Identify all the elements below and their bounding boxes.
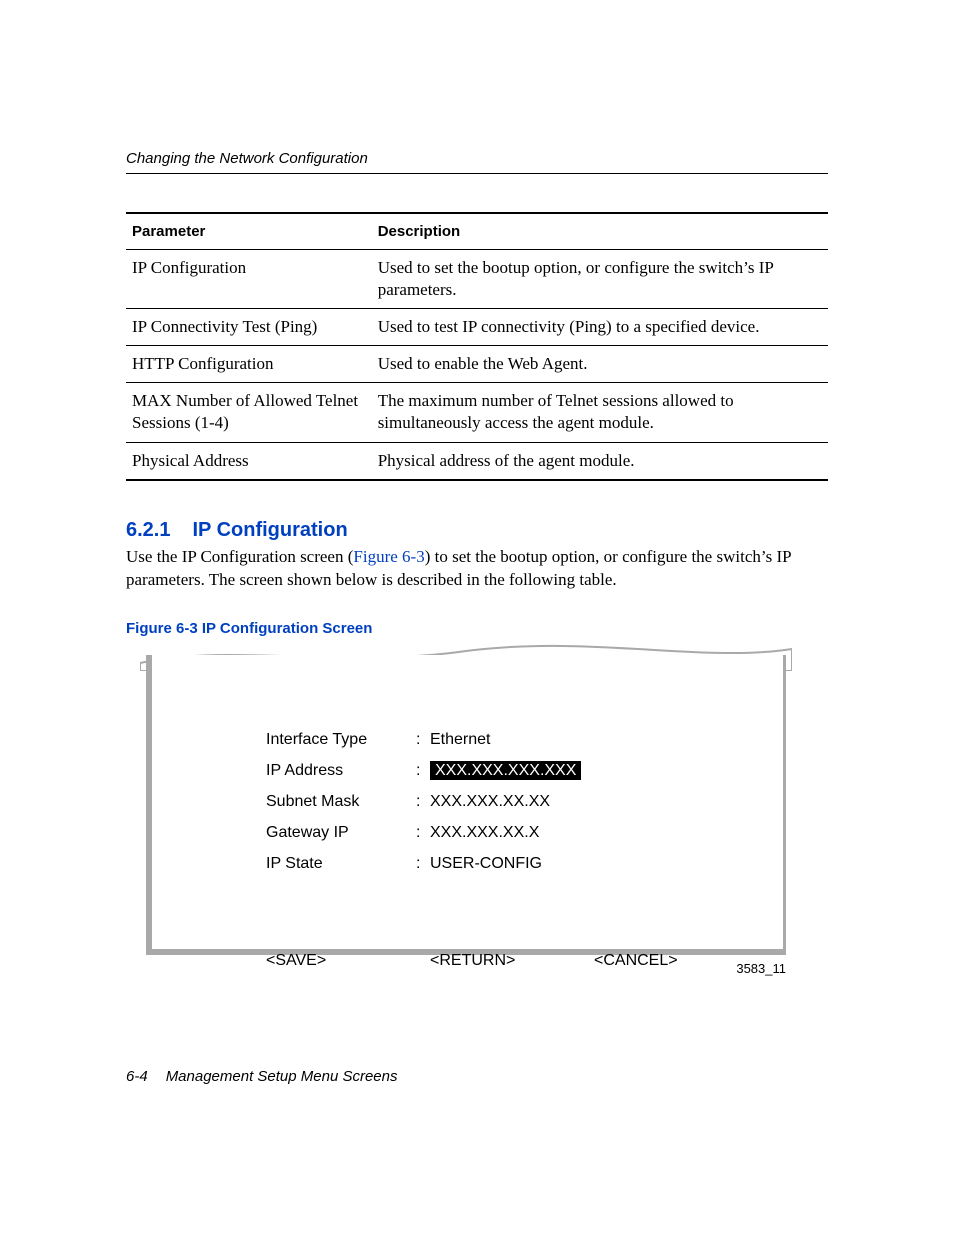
- save-button[interactable]: <SAVE>: [266, 952, 430, 970]
- config-label: Gateway IP: [266, 824, 416, 842]
- terminal-screen: Interface Type : Ethernet IP Address : X…: [146, 655, 786, 976]
- colon: :: [416, 855, 430, 873]
- colon: :: [416, 731, 430, 749]
- config-row: IP Address : XXX.XXX.XXX.XXX: [266, 756, 783, 787]
- config-row: Interface Type : Ethernet: [266, 725, 783, 756]
- parameter-table: Parameter Description IP Configuration U…: [126, 212, 828, 481]
- colon: :: [416, 762, 430, 780]
- section-title: IP Configuration: [192, 519, 347, 541]
- table-row: IP Connectivity Test (Ping) Used to test…: [126, 309, 828, 346]
- section-body: Use the IP Configuration screen (Figure …: [126, 546, 828, 592]
- table-cell-desc: Used to test IP connectivity (Ping) to a…: [372, 309, 828, 346]
- config-value: USER-CONFIG: [430, 855, 542, 872]
- config-label: IP State: [266, 855, 416, 873]
- config-row: IP State : USER-CONFIG: [266, 849, 783, 880]
- page-footer: 6-4 Management Setup Menu Screens: [126, 1068, 398, 1085]
- section-number: 6.2.1: [126, 519, 170, 541]
- table-header-parameter: Parameter: [126, 213, 372, 250]
- config-label: Subnet Mask: [266, 793, 416, 811]
- footer-title: Management Setup Menu Screens: [166, 1068, 398, 1085]
- table-cell-param: HTTP Configuration: [126, 346, 372, 383]
- figure-caption: Figure 6-3 IP Configuration Screen: [126, 620, 828, 637]
- table-row: HTTP Configuration Used to enable the We…: [126, 346, 828, 383]
- config-row: Gateway IP : XXX.XXX.XX.X: [266, 818, 783, 849]
- running-head: Changing the Network Configuration: [126, 150, 828, 174]
- config-label: IP Address: [266, 762, 416, 780]
- table-cell-desc: Used to enable the Web Agent.: [372, 346, 828, 383]
- section-heading: 6.2.1 IP Configuration: [126, 519, 828, 542]
- table-cell-desc: The maximum number of Telnet sessions al…: [372, 383, 828, 442]
- return-button[interactable]: <RETURN>: [430, 952, 594, 970]
- section-text-pre: Use the IP Configuration screen (: [126, 547, 353, 566]
- table-cell-desc: Physical address of the agent module.: [372, 442, 828, 480]
- config-value: Ethernet: [430, 731, 490, 748]
- table-header-description: Description: [372, 213, 828, 250]
- config-row: Subnet Mask : XXX.XXX.XX.XX: [266, 787, 783, 818]
- table-cell-desc: Used to set the bootup option, or config…: [372, 250, 828, 309]
- page-number: 6-4: [126, 1068, 148, 1085]
- config-value: XXX.XXX.XX.X: [430, 824, 539, 841]
- table-row: Physical Address Physical address of the…: [126, 442, 828, 480]
- config-value: XXX.XXX.XX.XX: [430, 793, 550, 810]
- table-cell-param: Physical Address: [126, 442, 372, 480]
- figure-xref[interactable]: Figure 6-3: [353, 547, 424, 566]
- table-row: IP Configuration Used to set the bootup …: [126, 250, 828, 309]
- table-row: MAX Number of Allowed Telnet Sessions (1…: [126, 383, 828, 442]
- colon: :: [416, 824, 430, 842]
- table-cell-param: IP Configuration: [126, 250, 372, 309]
- config-label: Interface Type: [266, 731, 416, 749]
- table-cell-param: MAX Number of Allowed Telnet Sessions (1…: [126, 383, 372, 442]
- cancel-button[interactable]: <CANCEL>: [594, 952, 678, 970]
- config-value-highlighted[interactable]: XXX.XXX.XXX.XXX: [430, 761, 581, 780]
- colon: :: [416, 793, 430, 811]
- table-cell-param: IP Connectivity Test (Ping): [126, 309, 372, 346]
